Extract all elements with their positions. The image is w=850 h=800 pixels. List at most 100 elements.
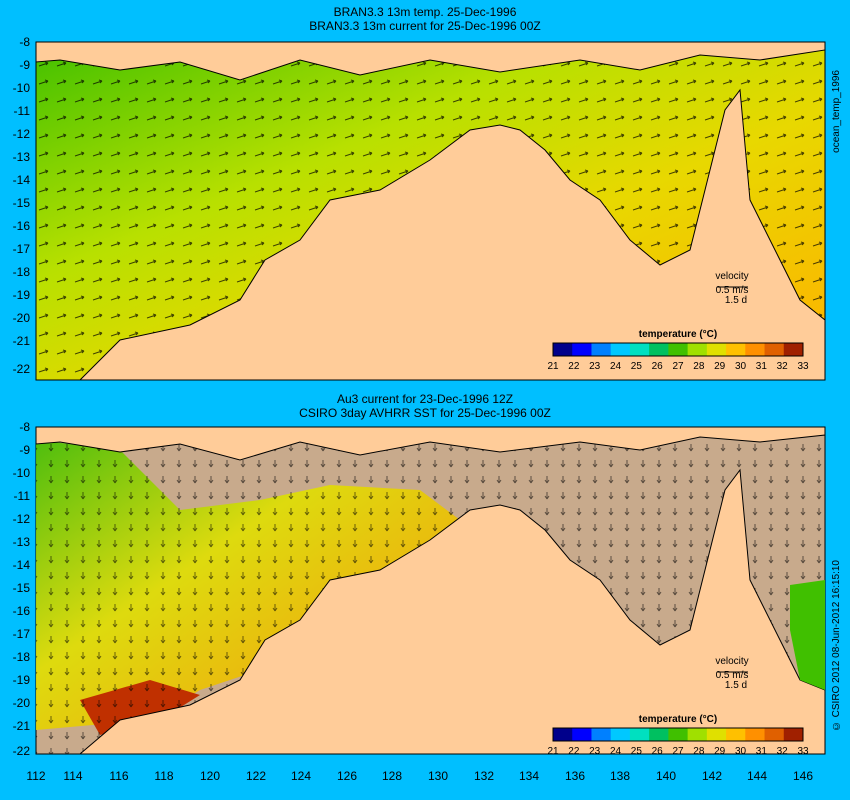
colorbar-tick-label: 30 bbox=[735, 361, 747, 372]
colorbar-tick-label: 27 bbox=[672, 361, 684, 372]
svg-text:-11: -11 bbox=[14, 104, 31, 118]
colorbar-swatch bbox=[726, 343, 746, 356]
top-title-line2: BRAN3.3 13m current for 25-Dec-1996 00Z bbox=[309, 19, 541, 33]
colorbar-tick-label: 31 bbox=[756, 361, 768, 372]
colorbar-swatch bbox=[629, 728, 650, 741]
svg-text:-16: -16 bbox=[13, 219, 31, 233]
svg-text:-17: -17 bbox=[13, 242, 31, 256]
svg-text:124: 124 bbox=[291, 769, 311, 783]
svg-text:146: 146 bbox=[793, 769, 813, 783]
top-map-panel: -8 -9 -10 -11 -12 -13 -14 -15 -16 -17 -1… bbox=[13, 35, 826, 381]
colorbar-frame bbox=[552, 342, 804, 357]
svg-text:-9: -9 bbox=[19, 443, 30, 457]
bottom-side-label: © CSIRO 2012 08-Jun-2012 16:15:10 bbox=[831, 560, 842, 732]
svg-text:-15: -15 bbox=[13, 196, 31, 210]
bottom-colorbar-swatches bbox=[552, 727, 804, 742]
svg-text:-22: -22 bbox=[13, 744, 31, 758]
svg-text:-13: -13 bbox=[13, 535, 31, 549]
bottom-colorbar-legend: temperature (°C) 21 22 23 24 25 26 27 28 29 30 31 3… bbox=[547, 714, 809, 757]
colorbar-tick-label: 29 bbox=[714, 746, 726, 757]
svg-text:-16: -16 bbox=[13, 604, 31, 618]
colorbar-swatch bbox=[706, 343, 727, 356]
colorbar-frame bbox=[552, 727, 804, 742]
svg-text:128: 128 bbox=[382, 769, 402, 783]
bottom-coast-sst-strip bbox=[790, 580, 825, 690]
colorbar-tick-label: 28 bbox=[693, 746, 705, 757]
colorbar-swatch bbox=[591, 728, 612, 741]
colorbar-swatch bbox=[572, 728, 592, 741]
top-title-line1: BRAN3.3 13m temp. 25-Dec-1996 bbox=[333, 5, 517, 19]
svg-text:-13: -13 bbox=[13, 150, 31, 164]
svg-text:-21: -21 bbox=[13, 719, 31, 733]
svg-text:-19: -19 bbox=[13, 673, 31, 687]
bottom-title-line2: CSIRO 3day AVHRR SST for 25-Dec-1996 00Z bbox=[299, 406, 551, 420]
top-velocity-label: velocity bbox=[715, 271, 748, 282]
colorbar-tick-label: 31 bbox=[756, 746, 768, 757]
colorbar-swatch bbox=[591, 343, 612, 356]
svg-text:-17: -17 bbox=[13, 627, 31, 641]
colorbar-swatch bbox=[687, 728, 708, 741]
top-y-axis-labels: -8 -9 -10 -11 -12 -13 -14 -15 -16 -17 -1… bbox=[13, 35, 31, 376]
svg-text:-10: -10 bbox=[13, 81, 31, 95]
svg-text:120: 120 bbox=[200, 769, 220, 783]
top-side-label: ocean_temp_1996 bbox=[831, 70, 842, 153]
colorbar-tick-label: 21 bbox=[547, 746, 559, 757]
colorbar-swatch bbox=[649, 728, 669, 741]
colorbar-tick-label: 22 bbox=[568, 746, 580, 757]
svg-text:-14: -14 bbox=[13, 173, 31, 187]
bottom-y-axis-labels: -8 -9 -10 -11 -12 -13 -14 -15 -16 -17 -1… bbox=[13, 420, 31, 758]
colorbar-swatch bbox=[668, 728, 689, 741]
svg-text:132: 132 bbox=[474, 769, 494, 783]
svg-text:122: 122 bbox=[246, 769, 266, 783]
svg-text:-19: -19 bbox=[13, 288, 31, 302]
svg-text:126: 126 bbox=[337, 769, 357, 783]
colorbar-tick-label: 25 bbox=[631, 361, 643, 372]
top-colorbar-legend: temperature (°C) 21 22 23 24 25 26 27 28 29 30 31 3… bbox=[547, 329, 809, 372]
bottom-legend-title: temperature (°C) bbox=[639, 714, 717, 725]
top-colorbar-ticks: 21 22 23 24 25 26 27 28 29 30 31 32 33 bbox=[547, 361, 809, 372]
colorbar-swatch bbox=[745, 728, 766, 741]
colorbar-swatch bbox=[783, 343, 804, 356]
colorbar-swatch bbox=[668, 343, 689, 356]
top-colorbar-swatches bbox=[552, 342, 804, 357]
colorbar-tick-label: 26 bbox=[652, 746, 664, 757]
colorbar-swatch bbox=[629, 343, 650, 356]
svg-text:-11: -11 bbox=[14, 489, 31, 503]
svg-text:116: 116 bbox=[109, 769, 128, 783]
bottom-islands bbox=[35, 426, 826, 461]
colorbar-tick-label: 23 bbox=[589, 361, 601, 372]
svg-text:138: 138 bbox=[610, 769, 630, 783]
bottom-map-panel: -8 -9 -10 -11 -12 -13 -14 -15 -16 -17 -1… bbox=[13, 420, 826, 783]
svg-text:112: 112 bbox=[26, 769, 45, 783]
colorbar-tick-label: 24 bbox=[610, 746, 622, 757]
colorbar-tick-label: 33 bbox=[797, 361, 809, 372]
svg-text:114: 114 bbox=[63, 769, 82, 783]
colorbar-tick-label: 27 bbox=[672, 746, 684, 757]
svg-text:-14: -14 bbox=[13, 558, 31, 572]
svg-text:-21: -21 bbox=[13, 334, 31, 348]
svg-text:134: 134 bbox=[519, 769, 539, 783]
svg-text:-22: -22 bbox=[13, 362, 31, 376]
colorbar-swatch bbox=[764, 728, 785, 741]
colorbar-swatch bbox=[610, 343, 631, 356]
colorbar-tick-label: 21 bbox=[547, 361, 559, 372]
bottom-velocity-label: velocity bbox=[715, 656, 748, 667]
colorbar-tick-label: 33 bbox=[797, 746, 809, 757]
svg-text:-8: -8 bbox=[19, 35, 30, 49]
svg-text:-8: -8 bbox=[19, 420, 30, 434]
bottom-x-axis-labels: 112 114 116 118 120 122 124 126 128 130 … bbox=[26, 769, 813, 783]
svg-text:-10: -10 bbox=[13, 466, 31, 480]
bottom-velocity-period: 1.5 d bbox=[725, 680, 747, 691]
svg-text:136: 136 bbox=[565, 769, 585, 783]
colorbar-tick-label: 29 bbox=[714, 361, 726, 372]
svg-text:-15: -15 bbox=[13, 581, 31, 595]
colorbar-tick-label: 23 bbox=[589, 746, 601, 757]
svg-text:140: 140 bbox=[656, 769, 676, 783]
colorbar-tick-label: 32 bbox=[777, 746, 789, 757]
colorbar-swatch bbox=[726, 728, 746, 741]
colorbar-swatch bbox=[687, 343, 708, 356]
bottom-colorbar-ticks: 21 22 23 24 25 26 27 28 29 30 31 32 33 bbox=[547, 746, 809, 757]
colorbar-swatch bbox=[553, 343, 573, 356]
svg-text:-18: -18 bbox=[13, 265, 31, 279]
colorbar-swatch bbox=[706, 728, 727, 741]
